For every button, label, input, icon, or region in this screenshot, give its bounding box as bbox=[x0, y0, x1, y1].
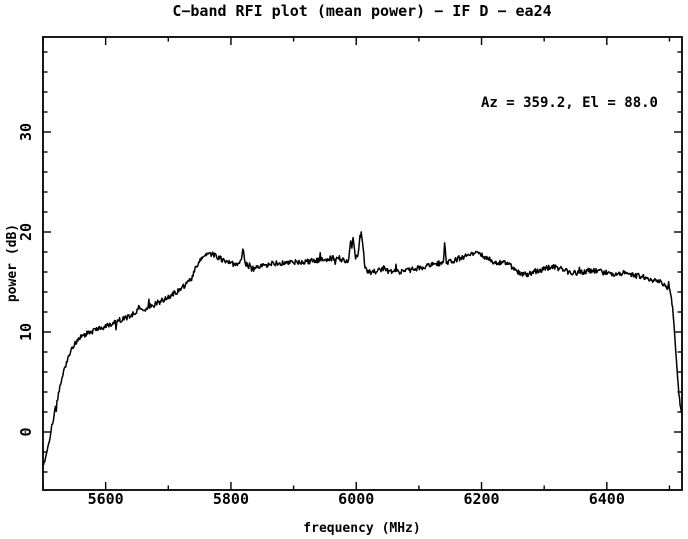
x-tick-label: 6200 bbox=[463, 490, 499, 508]
power-spectrum-trace bbox=[42, 231, 683, 467]
plot-axes: 5600 5800 6000 6200 6400 0 10 20 30 bbox=[17, 36, 683, 508]
x-axis-label: frequency (MHz) bbox=[303, 521, 420, 536]
y-tick-label: 20 bbox=[17, 223, 35, 241]
y-tick-label: 30 bbox=[17, 123, 35, 141]
mean-power-line bbox=[42, 231, 683, 467]
y-tick-label: 10 bbox=[17, 323, 35, 341]
x-tick-label: 6000 bbox=[338, 490, 374, 508]
az-el-annotation: Az = 359.2, El = 88.0 bbox=[481, 95, 658, 111]
x-tick-label: 6400 bbox=[589, 490, 625, 508]
y-axis-label: power (dB) bbox=[5, 224, 20, 302]
plot-title: C−band RFI plot (mean power) − IF D − ea… bbox=[172, 2, 551, 20]
x-tick-label: 5800 bbox=[213, 490, 249, 508]
x-tick-label: 5600 bbox=[88, 490, 124, 508]
y-tick-label: 0 bbox=[17, 427, 35, 436]
plot-frame bbox=[42, 36, 683, 491]
